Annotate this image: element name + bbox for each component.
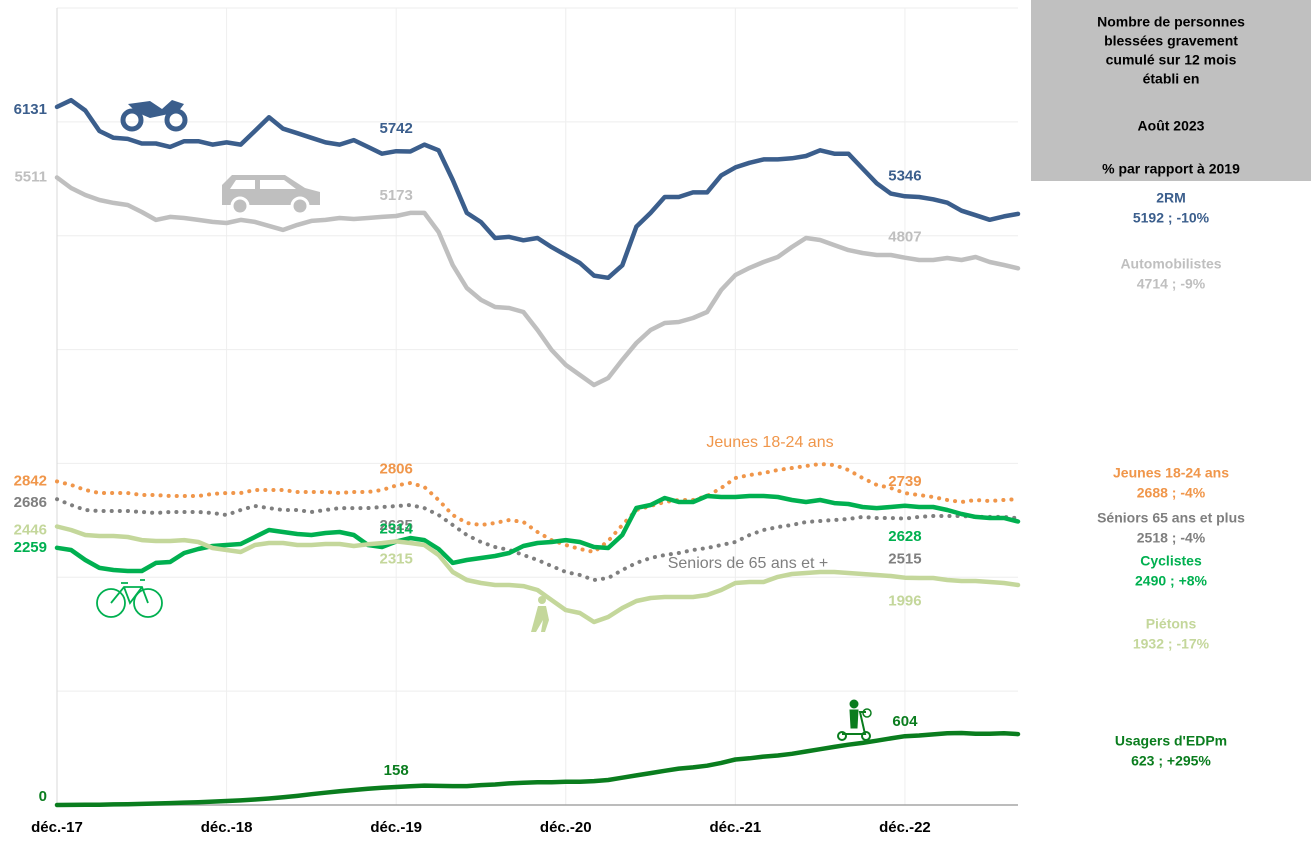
legend-name: Cyclistes: [1140, 553, 1202, 569]
legend-summary: 5192 ; -10%: [1133, 210, 1210, 226]
legend-summary: 2518 ; -4%: [1137, 530, 1206, 546]
data-label: 2314: [379, 521, 413, 538]
panel-date: Août 2023: [1138, 118, 1205, 134]
panel-heading: cumulé sur 12 mois: [1106, 52, 1237, 68]
data-label: 2259: [14, 539, 47, 556]
x-tick-label: déc.-17: [31, 819, 83, 836]
panel-heading: établi en: [1143, 71, 1200, 87]
data-label: 1996: [888, 593, 921, 610]
data-label: 2806: [379, 460, 412, 477]
series-line: [55, 462, 1020, 554]
data-label: 0: [39, 788, 47, 805]
legend-summary: 2688 ; -4%: [1137, 485, 1206, 501]
series-line: [54, 175, 1021, 388]
legend-name: Usagers d'EDPm: [1115, 733, 1227, 749]
legend-name: 2RM: [1156, 190, 1186, 206]
annotation: Jeunes 18-24 ans: [706, 434, 833, 451]
lines: [54, 97, 1021, 808]
data-label: 2686: [14, 494, 47, 511]
legend-summary: 1932 ; -17%: [1133, 636, 1210, 652]
x-tick-label: déc.-21: [710, 819, 762, 836]
panel-note: % par rapport à 2019: [1102, 161, 1240, 177]
series-line: [55, 497, 1020, 582]
panel-heading: blessées gravement: [1104, 33, 1238, 49]
legend-summary: 623 ; +295%: [1131, 753, 1211, 769]
legend-name: Séniors 65 ans et plus: [1097, 510, 1245, 526]
legend-name: Jeunes 18-24 ans: [1113, 465, 1229, 481]
data-label: 2842: [14, 472, 47, 489]
data-label: 2515: [888, 551, 921, 568]
legend-name: Piétons: [1146, 616, 1197, 632]
bicycle-icon: [96, 579, 163, 618]
data-label: 4807: [888, 229, 921, 246]
x-tick-label: déc.-20: [540, 819, 592, 836]
data-label: 5173: [379, 187, 412, 204]
x-tick-label: déc.-19: [370, 819, 422, 836]
data-label: 2625: [379, 517, 412, 534]
data-label: 2446: [14, 521, 47, 538]
panel-heading: Nombre de personnes: [1097, 14, 1245, 30]
scooter-icon: [837, 699, 872, 741]
data-label: 2315: [379, 550, 412, 567]
data-label: 2628: [888, 528, 921, 545]
data-label: 604: [892, 713, 918, 730]
pedestrian-icon: [531, 596, 549, 632]
labels: 6131 5742 5346 2RM 5192 ; -10% 5511 5173 4807 Au…: [14, 101, 1246, 805]
series-line: [54, 97, 1021, 281]
grid: déc.-17 déc.-18 déc.-19 déc.-20 déc.-21 déc.-…: [31, 7, 1018, 836]
legend-name: Automobilistes: [1120, 256, 1221, 272]
x-tick-label: déc.-18: [201, 819, 253, 836]
data-label: 5346: [888, 167, 921, 184]
data-label: 2739: [888, 473, 921, 490]
legend-summary: 2490 ; +8%: [1135, 573, 1208, 589]
data-label: 6131: [14, 101, 47, 118]
car-icon: [222, 175, 320, 216]
data-label: 5511: [14, 169, 47, 186]
series-line: [54, 493, 1021, 574]
series-line: [54, 730, 1021, 808]
data-label: 158: [384, 762, 409, 779]
motorcycle-icon: [120, 100, 188, 132]
x-tick-label: déc.-22: [879, 819, 931, 836]
annotation: Seniors de 65 ans et +: [668, 555, 829, 572]
side-panel-box: [1031, 0, 1311, 181]
legend-summary: 4714 ; -9%: [1137, 276, 1206, 292]
data-label: 5742: [379, 120, 412, 137]
series-line: [54, 524, 1021, 625]
